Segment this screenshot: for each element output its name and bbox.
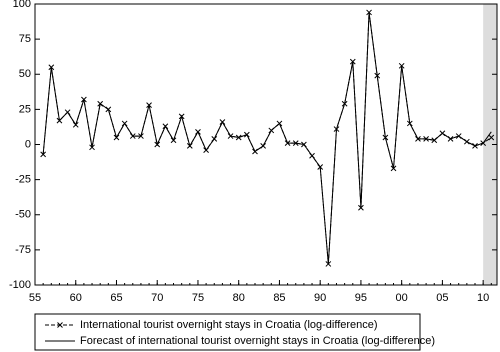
x-tick-label: 70 — [151, 292, 163, 304]
x-tick-label: 60 — [70, 292, 82, 304]
x-tick-label: 85 — [273, 292, 285, 304]
y-tick-label: 25 — [19, 103, 31, 115]
plot-frame — [34, 3, 498, 286]
y-tick-label: -50 — [15, 209, 31, 221]
x-marker — [488, 134, 495, 141]
y-tick-label: 0 — [25, 138, 31, 150]
y-tick-label: -100 — [9, 279, 31, 291]
x-tick-label: 90 — [314, 292, 326, 304]
y-tick-label: -75 — [15, 244, 31, 256]
x-tick-label: 00 — [396, 292, 408, 304]
legend-box — [34, 313, 421, 351]
legend-marker — [57, 322, 63, 328]
series-line — [42, 12, 492, 264]
x-tick-label: 10 — [477, 292, 489, 304]
y-tick-label: 75 — [19, 33, 31, 45]
legend-label: International tourist overnight stays in… — [80, 319, 378, 331]
y-tick-label: 50 — [19, 68, 31, 80]
x-tick-label: 65 — [110, 292, 122, 304]
x-marker — [40, 151, 47, 158]
y-tick-label: -25 — [15, 174, 31, 186]
y-tick-label: 100 — [13, 0, 31, 10]
legend-label: Forecast of international tourist overni… — [80, 335, 435, 347]
x-tick-label: 55 — [29, 292, 41, 304]
x-tick-label: 05 — [436, 292, 448, 304]
x-tick-label: 95 — [355, 292, 367, 304]
x-tick-label: 80 — [233, 292, 245, 304]
x-tick-label: 75 — [192, 292, 204, 304]
